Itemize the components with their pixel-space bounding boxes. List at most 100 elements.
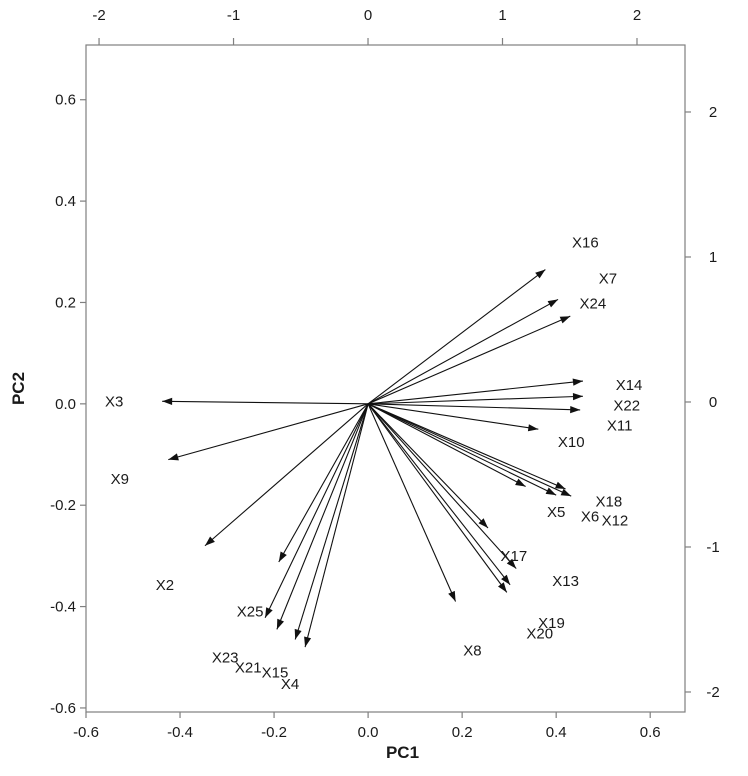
arrowhead-X24: [559, 316, 571, 324]
variable-label-X24: X24: [579, 295, 606, 312]
arrowhead-X20: [498, 582, 507, 593]
variable-label-X18: X18: [595, 494, 622, 511]
loading-arrow-X5: [367, 403, 526, 487]
y-tick-label: 0.4: [55, 193, 76, 210]
x-tick-label: -0.6: [73, 724, 99, 741]
x-tick-label: 0.0: [358, 724, 379, 741]
arrowhead-X21: [276, 618, 284, 630]
y-tick-label: -0.2: [50, 497, 76, 514]
variable-label-X8: X8: [463, 643, 481, 660]
arrowhead-X2: [205, 536, 215, 546]
arrowhead-X9: [168, 453, 179, 461]
loading-arrow-X13: [367, 403, 517, 569]
arrowhead-X16: [535, 269, 546, 279]
variable-label-X14: X14: [616, 377, 643, 394]
y-tick-label: -0.4: [50, 599, 76, 616]
y-tick-label: 0.2: [55, 294, 76, 311]
top-tick-label: 0: [364, 7, 372, 24]
variable-label-X5: X5: [547, 504, 565, 521]
loading-arrow-X21: [276, 403, 369, 630]
arrowhead-X25: [278, 551, 287, 562]
variable-label-X7: X7: [599, 271, 617, 288]
x-tick-label: 0.6: [640, 724, 661, 741]
x-tick-label: 0.4: [546, 724, 567, 741]
arrowhead-X15: [294, 628, 302, 640]
loading-arrow-X22: [368, 395, 583, 405]
loading-arrow-X23: [264, 403, 369, 618]
y-axis-title: PC2: [9, 372, 28, 405]
arrowhead-X22: [572, 393, 583, 401]
loading-arrow-X25: [278, 403, 369, 563]
variable-label-X23: X23: [212, 649, 239, 666]
loading-arrows: [162, 269, 584, 648]
loading-arrow-X8: [367, 403, 457, 602]
loading-arrow-X19: [367, 403, 511, 586]
loading-arrow-X24: [367, 315, 571, 405]
loading-arrow-X20: [367, 403, 508, 593]
loading-arrow-X10: [368, 403, 539, 430]
loading-arrow-X6: [367, 403, 557, 496]
arrowhead-X18: [555, 481, 566, 489]
plot-frame: [85, 44, 686, 713]
variable-label-X19: X19: [538, 615, 565, 632]
variable-label-X12: X12: [602, 512, 629, 529]
loading-arrow-X14: [368, 380, 584, 405]
x-axis-title: PC1: [386, 743, 419, 762]
y-tick-label: 0.6: [55, 92, 76, 109]
arrowhead-X17: [478, 518, 488, 528]
variable-label-X22: X22: [613, 397, 640, 414]
right-tick-label: -2: [706, 684, 719, 701]
variable-label-X21: X21: [235, 659, 262, 676]
variable-label-X9: X9: [111, 471, 129, 488]
variable-label-X13: X13: [552, 573, 579, 590]
arrowhead-X23: [265, 607, 273, 618]
variable-label-X17: X17: [501, 548, 528, 565]
variable-label-X16: X16: [572, 235, 599, 252]
variable-label-X15: X15: [262, 664, 289, 681]
top-tick-label: -2: [92, 7, 105, 24]
right-tick-label: 2: [709, 104, 717, 121]
right-tick-label: -1: [706, 539, 719, 556]
loading-arrow-X16: [367, 269, 546, 405]
top-tick-label: 2: [633, 7, 641, 24]
axes: -0.6 -0.4 -0.2 0.0 0.2 0.4 0.6 0.6 0.4 0.2 0.0 -0.2…: [9, 7, 720, 762]
arrowhead-X6: [545, 487, 557, 496]
arrowhead-X7: [547, 299, 559, 308]
arrowhead-X10: [527, 424, 539, 432]
top-tick-label: 1: [498, 7, 506, 24]
x-tick-label: 0.2: [452, 724, 473, 741]
loading-arrow-X3: [162, 400, 369, 405]
loading-arrow-X12: [367, 403, 572, 497]
loading-arrow-X15: [294, 403, 369, 640]
variable-label-X2: X2: [156, 577, 174, 594]
loading-arrow-X9: [168, 403, 369, 461]
right-tick-label: 1: [709, 249, 717, 266]
variable-label-X4: X4: [281, 676, 299, 693]
arrowhead-X12: [560, 488, 572, 497]
loading-arrow-X17: [367, 403, 489, 529]
variable-label-X11: X11: [607, 418, 633, 435]
arrowhead-X11: [570, 406, 581, 414]
loading-arrow-X18: [367, 403, 566, 490]
loading-arrow-X7: [367, 298, 559, 405]
arrowhead-X13: [506, 558, 517, 569]
arrowhead-X8: [448, 590, 456, 602]
variable-label-X6: X6: [581, 508, 599, 525]
arrowhead-X5: [515, 478, 526, 487]
variable-label-X3: X3: [105, 393, 123, 410]
variable-label-X25: X25: [237, 604, 264, 621]
arrowhead-X14: [572, 378, 583, 386]
x-tick-label: -0.4: [167, 724, 193, 741]
loading-arrow-X11: [368, 403, 581, 411]
y-tick-label: -0.6: [50, 700, 76, 717]
loading-arrow-X2: [204, 403, 369, 547]
plot-border: [85, 44, 686, 713]
y-tick-label: 0.0: [55, 396, 76, 413]
right-tick-label: 0: [709, 394, 717, 411]
arrowhead-X4: [304, 636, 312, 648]
top-tick-label: -1: [227, 7, 240, 24]
variable-label-X20: X20: [526, 625, 553, 642]
